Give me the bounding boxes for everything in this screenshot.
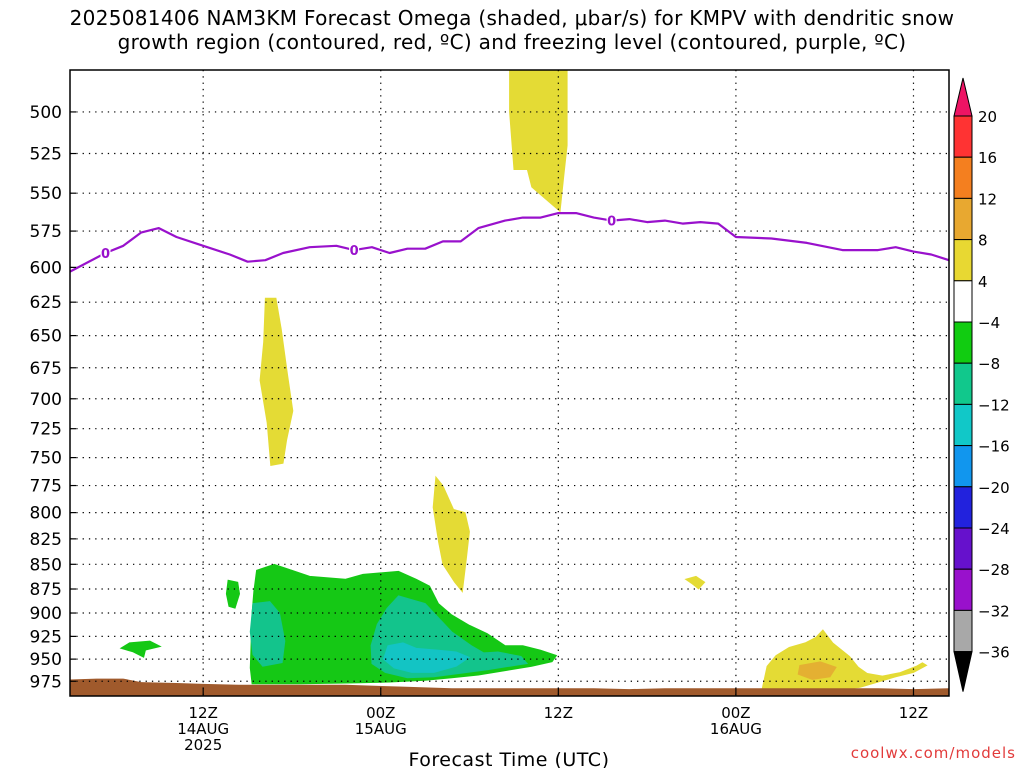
colorbar-swatch-5 [953,280,973,323]
colorbar-top-arrow [953,77,973,117]
x-tick-label-60-1: 16AUG [710,720,762,738]
colorbar-tick-label-8: −16 [978,438,1010,456]
x-tick-label-20-1: 15AUG [355,720,407,738]
y-tick-label-725: 725 [30,420,62,440]
x-tick-label-40-0: 12Z [544,704,573,722]
y-tick-label-825: 825 [30,530,62,550]
colorbar-tick-label-5: −4 [978,314,1000,332]
y-tick-label-925: 925 [30,627,62,647]
x-axis-label: Forecast Time (UTC) [409,749,610,768]
freezing-level-label-2: 0 [607,215,616,230]
colorbar-tick-label-11: −28 [978,561,1010,579]
y-tick-label-525: 525 [30,145,62,165]
colorbar-swatch-4 [953,239,973,282]
y-tick-label-900: 900 [30,604,62,624]
colorbar-swatch-8 [953,403,973,447]
colorbar-tick-label-13: −36 [978,644,1010,662]
y-tick-label-800: 800 [30,504,62,524]
freezing-level-line [70,212,949,273]
colorbar-swatch-2 [953,156,973,199]
colorbar-tick-label-1: 16 [978,149,997,167]
omega-region-0 [509,70,568,213]
x-tick-label-60-0: 00Z [721,704,750,722]
omega-region-10 [249,601,286,667]
colorbar-tick-label-0: 20 [978,108,997,126]
y-tick-label-850: 850 [30,555,62,575]
y-tick-label-675: 675 [30,359,62,379]
colorbar-swatch-6 [953,321,973,364]
colorbar-tick-label-12: −32 [978,602,1010,620]
colorbar-bottom-arrow [953,651,973,692]
omega-region-4 [761,629,928,694]
colorbar-tick-label-2: 12 [978,190,997,208]
colorbar-tick-label-3: 8 [978,232,988,250]
omega-region-2 [432,475,470,593]
y-tick-label-750: 750 [30,449,62,469]
chart-title-line-1: 2025081406 NAM3KM Forecast Omega (shaded… [69,6,955,30]
y-tick-label-975: 975 [30,672,62,692]
omega-region-6 [225,579,241,609]
x-tick-label-0-1: 14AUG [177,720,229,738]
y-tick-label-550: 550 [30,184,62,204]
omega-shaded-regions [119,70,928,694]
y-tick-label-575: 575 [30,222,62,242]
plot-frame [69,69,950,697]
y-tick-label-875: 875 [30,580,62,600]
colorbar-swatch-1 [953,115,973,158]
colorbar-tick-label-4: 4 [978,273,988,291]
colorbar-tick-label-6: −8 [978,355,1000,373]
x-tick-label-80-0: 12Z [899,704,928,722]
omega-region-7 [119,640,162,658]
y-tick-label-600: 600 [30,258,62,278]
colorbar-swatch-12 [953,568,973,611]
omega-region-5 [797,661,837,680]
terrain-fill [70,678,949,696]
freezing-label-bg-1 [349,242,360,257]
freezing-label-bg-2 [606,212,617,227]
y-tick-label-950: 950 [30,650,62,670]
colorbar-swatch-10 [953,486,973,529]
y-tick-label-625: 625 [30,293,62,313]
y-tick-label-700: 700 [30,390,62,410]
y-tick-label-500: 500 [30,103,62,123]
colorbar-swatch-7 [953,362,973,405]
omega-region-3 [684,575,706,590]
colorbar-swatch-13 [953,609,973,653]
colorbar-swatch-3 [953,197,973,241]
freezing-level-label-1: 0 [350,244,359,259]
y-axis-ticks: 500 525 550 575 600 625 650 675 700 725 750 775 800 8… [30,103,76,692]
watermark: coolwx.com/models [850,744,1016,762]
x-tick-label-20-0: 00Z [366,704,395,722]
y-tick-label-650: 650 [30,327,62,347]
chart-title-line-2: growth region (contoured, red, ºC) and f… [117,30,907,54]
chart-title: 2025081406 NAM3KM Forecast Omega (shaded… [0,6,1024,54]
terrain-layer [70,678,949,696]
colorbar-tick-label-7: −12 [978,396,1010,414]
freezing-level-layer: 0 0 0 [70,212,949,273]
x-tick-label-0-2: 2025 [184,736,222,754]
omega-region-1 [259,297,294,466]
colorbar: 20 16 12 8 4 −4 −8 −12 −16 −20 −24 −28 −32 −36 [953,77,1010,692]
colorbar-swatch-9 [953,445,973,488]
y-tick-label-775: 775 [30,477,62,497]
colorbar-swatch-11 [953,527,973,570]
x-tick-label-0-0: 12Z [188,704,217,722]
colorbar-tick-label-10: −24 [978,520,1010,538]
freezing-level-label-0: 0 [101,247,110,262]
omega-region-13 [382,642,471,673]
freezing-label-bg-0 [100,245,111,260]
chart-grid [70,70,949,696]
colorbar-tick-label-9: −20 [978,479,1010,497]
